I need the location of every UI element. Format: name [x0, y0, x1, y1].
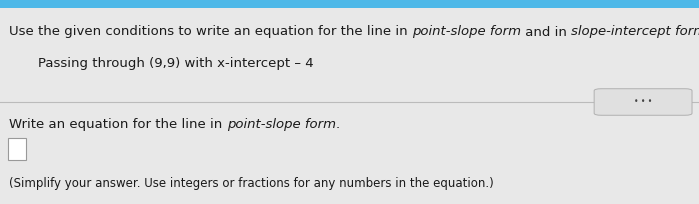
- Text: point-slope form: point-slope form: [226, 118, 336, 131]
- FancyBboxPatch shape: [594, 89, 692, 115]
- Bar: [0, 0, 699, 8]
- Text: and in: and in: [521, 26, 571, 39]
- Text: • • •: • • •: [634, 98, 652, 106]
- Text: (Simplify your answer. Use integers or fractions for any numbers in the equation: (Simplify your answer. Use integers or f…: [9, 177, 493, 191]
- Text: .: .: [336, 118, 340, 131]
- Text: slope-intercept form: slope-intercept form: [571, 26, 699, 39]
- Text: point-slope form: point-slope form: [412, 26, 521, 39]
- Text: Passing through (9,9) with x-intercept – 4: Passing through (9,9) with x-intercept –…: [38, 57, 314, 70]
- FancyBboxPatch shape: [8, 138, 26, 160]
- Text: Use the given conditions to write an equation for the line in: Use the given conditions to write an equ…: [9, 26, 412, 39]
- Text: Write an equation for the line in: Write an equation for the line in: [9, 118, 226, 131]
